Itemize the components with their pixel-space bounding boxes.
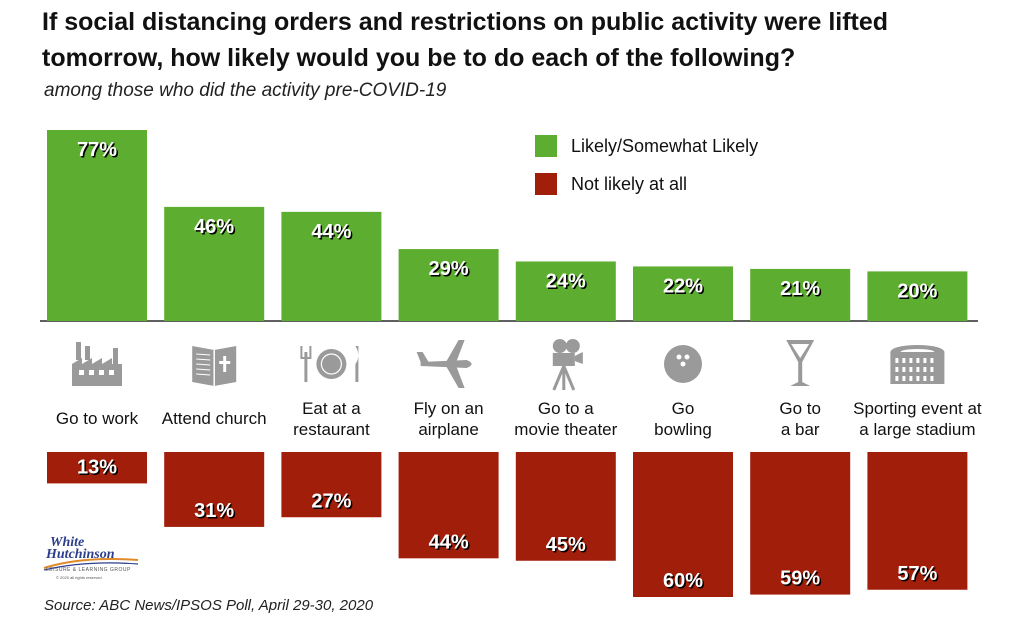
cocktail-glass-icon [786, 340, 815, 386]
bar-not-likely [515, 452, 616, 561]
legend-label-likely: Likely/Somewhat Likely [571, 135, 759, 156]
logo-text-line1: White [50, 535, 85, 550]
bar-not-likely-label: 27% [311, 490, 351, 512]
bar-not-likely [281, 452, 382, 518]
legend-label-not-likely: Not likely at all [571, 173, 688, 194]
logo-swoosh-icon [43, 558, 139, 571]
source-note: Source: ABC News/IPSOS Poll, April 29-30… [44, 597, 374, 614]
bar-likely-label-shadow: 77% [78, 141, 118, 163]
bar-not-likely [398, 452, 499, 559]
bar-likely [398, 249, 499, 321]
bar-likely-label-shadow: 22% [664, 277, 704, 299]
bar-likely [515, 261, 616, 321]
bar-likely-label-shadow: 44% [313, 222, 353, 244]
legend: Likely/Somewhat Likely Not likely at all [535, 134, 758, 210]
logo-tagline: LEISURE & LEARNING GROUP [46, 567, 131, 573]
factory-icon [72, 342, 122, 386]
bar-likely-label: 77% [77, 139, 117, 161]
bar-likely-label: 20% [897, 280, 937, 302]
bar-likely [750, 268, 851, 321]
bar-likely-label-shadow: 46% [196, 217, 236, 239]
bar-likely-label-shadow: 24% [547, 272, 587, 294]
bible-icon [192, 346, 237, 386]
bar-not-likely [164, 452, 265, 527]
category-label: Go to a [538, 399, 594, 418]
bowling-ball-icon [664, 345, 702, 383]
bar-likely-label: 22% [663, 275, 703, 297]
chart-title: If social distancing orders and restrict… [42, 8, 889, 72]
bar-likely-label: 44% [311, 221, 351, 243]
bar-not-likely-label-shadow: 27% [313, 492, 353, 514]
legend-swatch-not-likely [535, 173, 557, 195]
bar-likely [633, 266, 733, 321]
bar-not-likely [750, 452, 851, 595]
bar-not-likely-label: 31% [194, 500, 234, 522]
bar-not-likely-label-shadow: 31% [196, 501, 236, 523]
bar-likely [281, 211, 382, 321]
bar-likely-label: 46% [194, 216, 234, 238]
white-hutchinson-logo: White Hutchinson LEISURE & LEARNING GROU… [42, 534, 142, 584]
category-label: Attend church [162, 409, 267, 428]
bar-likely-label-shadow: 20% [899, 282, 939, 304]
bar-likely-label: 29% [429, 258, 469, 280]
category-label: bowling [654, 420, 712, 439]
stadium-icon [890, 345, 945, 384]
bar-likely [47, 130, 147, 321]
category-label: Go [672, 399, 695, 418]
category-label: a bar [781, 420, 820, 439]
category-label: movie theater [514, 420, 617, 439]
logo-text-line2: Hutchinson [46, 547, 115, 562]
legend-item-likely: Likely/Somewhat Likely [535, 134, 758, 158]
category-label: Go to [779, 399, 821, 418]
chart-subtitle: among those who did the activity pre-COV… [44, 80, 447, 101]
bar-not-likely-label: 59% [780, 568, 820, 590]
bar-likely [164, 206, 265, 321]
bar-likely [867, 271, 968, 321]
category-label: airplane [418, 420, 479, 439]
bar-not-likely-label-shadow: 60% [664, 572, 704, 594]
bar-not-likely [633, 452, 733, 597]
plate-cutlery-icon [300, 346, 359, 382]
bar-not-likely-label: 13% [77, 456, 117, 478]
category-label: Fly on an [414, 399, 484, 418]
bar-not-likely-label-shadow: 59% [782, 569, 822, 591]
category-label: Sporting event at [853, 399, 982, 418]
category-label: a large stadium [859, 420, 975, 439]
bar-not-likely-label: 44% [429, 531, 469, 553]
bar-not-likely-label-shadow: 44% [430, 533, 470, 555]
category-label: restaurant [293, 420, 370, 439]
legend-swatch-likely [535, 135, 557, 157]
bar-likely-label-shadow: 29% [430, 260, 470, 282]
bar-likely-label-shadow: 21% [782, 279, 822, 301]
bar-likely-label: 24% [546, 270, 586, 292]
bar-not-likely-label: 60% [663, 570, 703, 592]
bar-not-likely-label-shadow: 45% [547, 535, 587, 557]
category-label: Go to work [56, 409, 139, 428]
bar-not-likely-label: 45% [546, 534, 586, 556]
bar-likely-label: 21% [780, 278, 820, 300]
movie-camera-icon [552, 339, 583, 391]
bar-not-likely-label-shadow: 57% [899, 564, 939, 586]
airplane-icon [416, 340, 472, 388]
bar-not-likely [867, 452, 968, 590]
bar-not-likely-label: 57% [897, 563, 937, 585]
category-label: Eat at a [302, 399, 361, 418]
bar-not-likely-label-shadow: 13% [78, 458, 118, 480]
logo-copyright: © 2020 all rights reserved [56, 575, 102, 580]
bar-not-likely [47, 452, 147, 484]
legend-item-not-likely: Not likely at all [535, 172, 758, 196]
